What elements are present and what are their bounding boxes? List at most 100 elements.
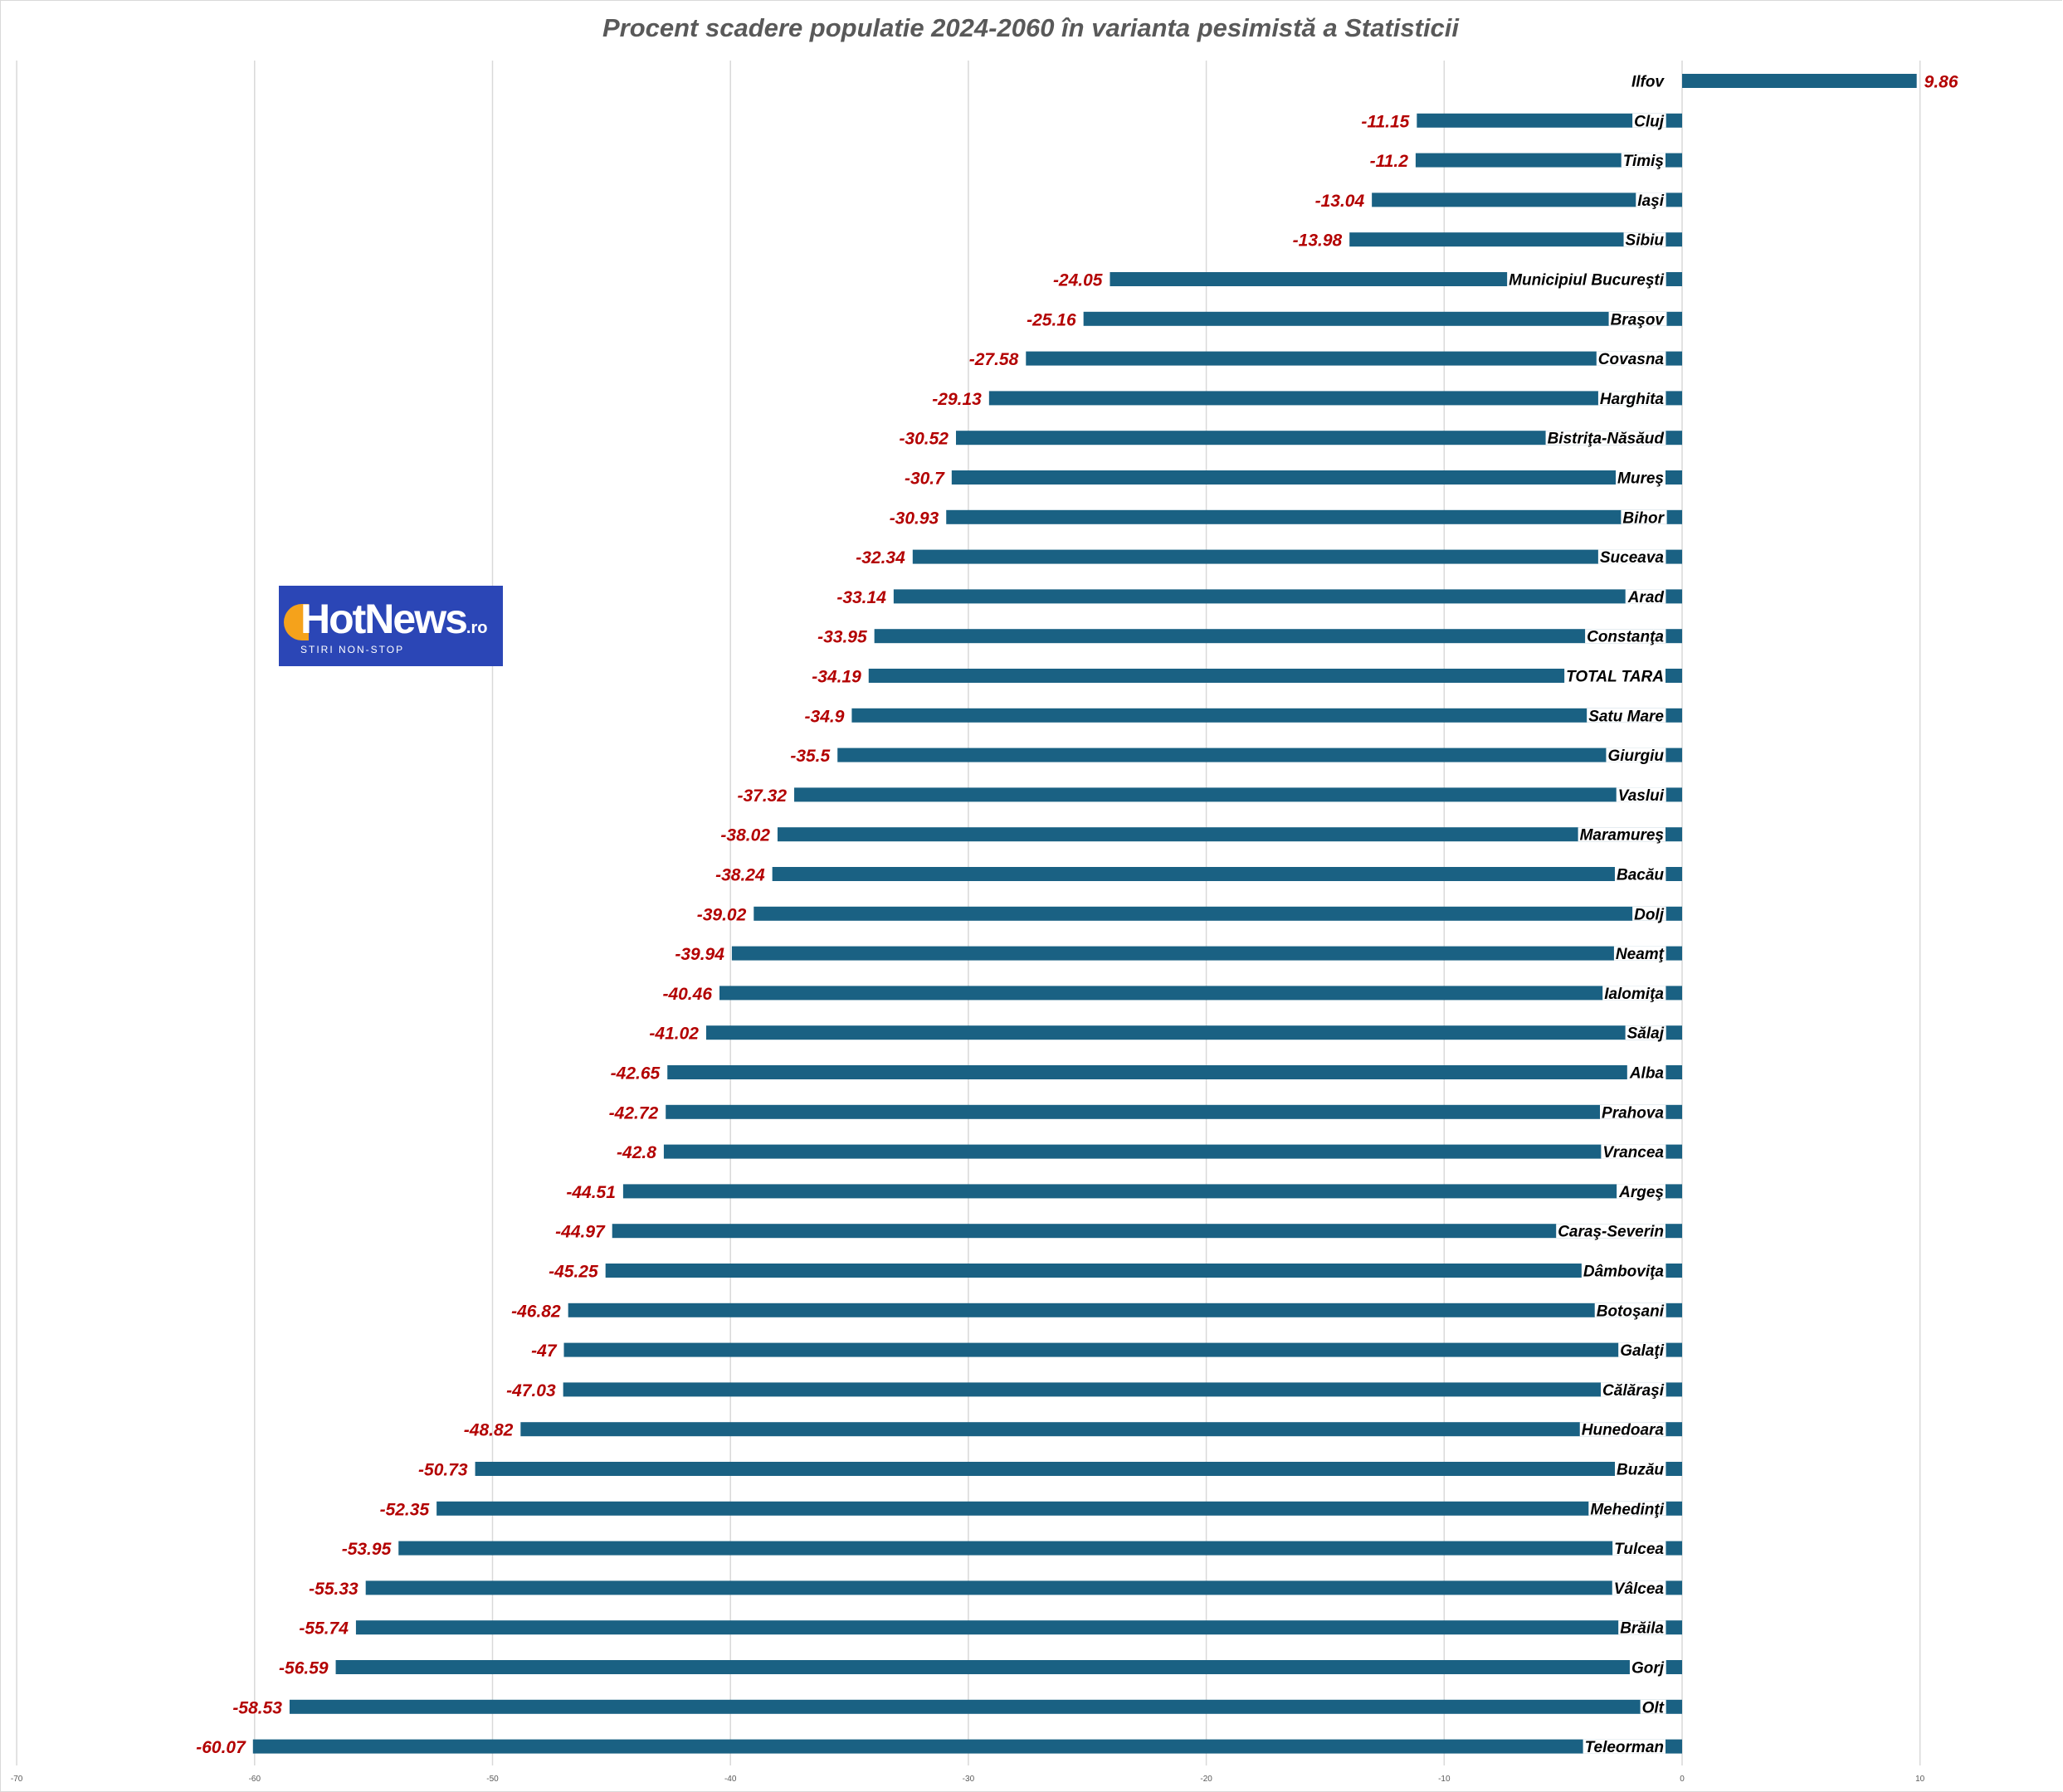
category-label: Bistriţa-Năsăud — [1548, 431, 1665, 448]
hotnews-logo: HotNews.ro STIRI NON-STOP — [279, 586, 503, 666]
value-label: -27.58 — [969, 350, 1019, 369]
category-label: Satu Mare — [1588, 708, 1664, 725]
category-label-bg — [1545, 431, 1666, 446]
category-label: Călăraşi — [1602, 1382, 1665, 1400]
value-label: -50.73 — [418, 1461, 468, 1480]
category-label-bg — [1608, 311, 1667, 326]
value-label: -45.25 — [549, 1263, 598, 1282]
value-label: -55.33 — [309, 1580, 358, 1599]
category-label: Harghita — [1600, 391, 1665, 408]
category-label-bg — [1588, 1501, 1666, 1516]
category-label-bg — [1613, 946, 1666, 961]
value-label: -11.2 — [1370, 152, 1409, 171]
category-label: Giurgiu — [1607, 747, 1664, 765]
bar — [794, 787, 1682, 802]
category-label-bg — [1618, 1620, 1666, 1635]
category-label: Arad — [1627, 589, 1665, 606]
value-labels: 9.86 -11.15 -11.2 -13.04 -13.98 -24.05 -25.16 -… — [196, 73, 1958, 1758]
bar — [612, 1224, 1682, 1239]
value-label: -29.13 — [932, 390, 982, 409]
value-label: 9.86 — [1924, 73, 1958, 92]
value-label: -34.19 — [812, 668, 861, 687]
sun-icon — [284, 604, 309, 640]
category-label: Sibiu — [1626, 232, 1665, 250]
category-label-bg — [1601, 1382, 1666, 1397]
category-label-bg — [1627, 1065, 1666, 1079]
x-axis-ticks: -70 -60 -50 -40 -30 -20 -10 0 10 — [11, 1775, 1925, 1784]
category-label: Prahova — [1602, 1104, 1664, 1122]
value-label: -47 — [531, 1342, 558, 1361]
category-label: Caraş-Severin — [1558, 1224, 1664, 1241]
logo-brand: HotNews.ro — [300, 596, 487, 651]
category-label: Dâmboviţa — [1583, 1264, 1665, 1281]
value-label: -39.94 — [675, 945, 724, 964]
logo-tagline: STIRI NON-STOP — [300, 644, 405, 655]
category-label-bg — [1578, 827, 1666, 842]
bar — [335, 1660, 1682, 1674]
bar — [951, 470, 1682, 485]
bar — [667, 1065, 1682, 1079]
x-tick-label: -20 — [1200, 1775, 1212, 1784]
category-label: Gorj — [1631, 1660, 1665, 1678]
bar — [955, 431, 1682, 446]
category-label-bg — [1581, 1264, 1666, 1278]
x-tick-label: -10 — [1438, 1775, 1451, 1784]
value-label: -13.04 — [1315, 192, 1365, 211]
category-label-bg — [1612, 1541, 1666, 1556]
category-label: Ilfov — [1631, 74, 1665, 91]
value-label: -32.34 — [856, 548, 905, 567]
value-label: -35.5 — [790, 747, 830, 766]
category-label-bg — [1632, 906, 1666, 921]
value-label: -40.46 — [662, 985, 712, 1004]
x-tick-label: -30 — [963, 1775, 975, 1784]
category-label-bg — [1615, 1462, 1666, 1476]
category-label: TOTAL TARA — [1566, 669, 1664, 686]
category-label: Sălaj — [1627, 1025, 1665, 1043]
category-label: Argeş — [1618, 1184, 1664, 1201]
bar — [252, 1739, 1682, 1754]
category-label: Covasna — [1598, 351, 1665, 368]
bars — [252, 74, 1917, 1754]
bar — [398, 1541, 1682, 1556]
bar — [1417, 113, 1682, 128]
category-label: Hunedoara — [1582, 1422, 1665, 1439]
category-label: Tulcea — [1614, 1541, 1664, 1558]
category-label-bg — [1618, 1342, 1666, 1357]
category-label: Neamţ — [1616, 946, 1665, 963]
value-label: -30.93 — [890, 509, 939, 528]
category-label: Iaşi — [1637, 192, 1664, 210]
bar — [912, 549, 1682, 564]
category-label: Cluj — [1634, 113, 1665, 130]
value-label: -41.02 — [649, 1025, 699, 1044]
value-label: -52.35 — [380, 1500, 430, 1519]
category-label-bg — [1596, 351, 1666, 366]
bar — [568, 1303, 1682, 1317]
category-label: Dolj — [1634, 906, 1665, 923]
category-label-bg — [1556, 1224, 1666, 1239]
bar — [666, 1104, 1683, 1119]
value-label: -39.02 — [697, 905, 747, 924]
bar — [563, 1382, 1682, 1397]
bar — [754, 906, 1682, 921]
value-label: -33.95 — [817, 628, 867, 647]
bar — [622, 1184, 1682, 1199]
bar — [1026, 351, 1682, 366]
bar — [663, 1144, 1682, 1159]
category-label: Olt — [1642, 1699, 1665, 1717]
bar — [563, 1342, 1682, 1357]
value-label: -33.14 — [836, 588, 886, 607]
x-tick-label: -70 — [11, 1775, 23, 1784]
value-label: -30.52 — [899, 430, 949, 449]
bar — [605, 1264, 1682, 1278]
bar — [289, 1699, 1683, 1714]
x-tick-label: 10 — [1915, 1775, 1925, 1784]
category-label: Botoşani — [1597, 1303, 1665, 1320]
category-label: Suceava — [1600, 549, 1665, 567]
x-tick-label: -40 — [724, 1775, 737, 1784]
category-label-bg — [1585, 629, 1666, 644]
bar — [874, 629, 1682, 644]
bar — [868, 669, 1682, 683]
category-label: Alba — [1629, 1065, 1665, 1083]
x-tick-label: -60 — [249, 1775, 261, 1784]
